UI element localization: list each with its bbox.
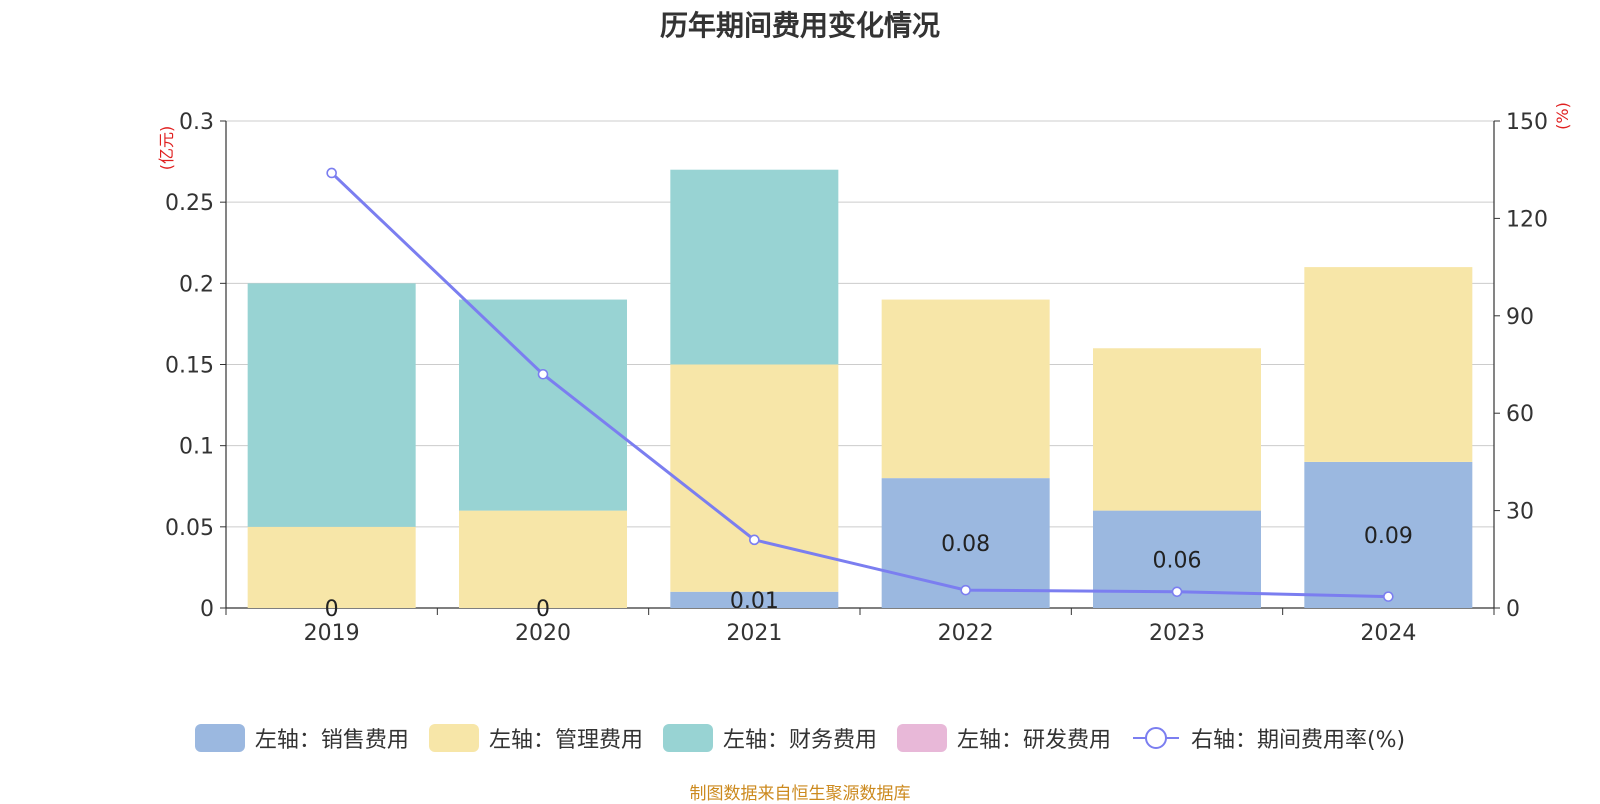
rate-point: [537, 368, 549, 380]
bar-data-label: 0: [536, 597, 550, 622]
rate-point: [326, 167, 337, 179]
bar-admin: [459, 510, 627, 608]
left-axis-tick-label: 0.2: [179, 272, 214, 297]
left-axis-tick-label: 0.3: [179, 110, 214, 135]
rate-point: [749, 534, 760, 546]
legend-label: 左轴：销售费用: [254, 728, 409, 753]
right-axis-tick-label: 90: [1506, 305, 1534, 330]
legend-item[interactable]: 左轴：财务费用: [662, 722, 877, 754]
legend-swatch: [896, 724, 947, 752]
legend-swatch: [662, 724, 713, 752]
bar-admin: [1093, 348, 1261, 511]
legend-item[interactable]: 左轴：研发费用: [896, 722, 1111, 754]
bar-finance: [459, 299, 627, 511]
legend-item[interactable]: 右轴：期间费用率(%): [1131, 722, 1405, 754]
bar-sales: [670, 591, 839, 608]
right-axis-tick-label: 0: [1506, 597, 1520, 622]
left-axis-tick-label: 0: [200, 597, 214, 622]
bar-data-label: 0.01: [730, 589, 779, 614]
x-axis-tick-label: 2021: [726, 621, 782, 646]
rate-point: [1171, 586, 1183, 598]
x-axis-tick-label: 2024: [1360, 621, 1416, 646]
legend: 左轴：销售费用 左轴：管理费用 左轴：财务费用 左轴：研发费用 右轴：期间费用率(%): [0, 722, 1600, 754]
right-axis-tick-label: 30: [1506, 500, 1534, 525]
bar-data-label: 0.06: [1153, 548, 1202, 573]
legend-line-marker: [1132, 727, 1179, 749]
bar-admin: [670, 364, 839, 592]
x-axis-tick-label: 2020: [515, 621, 571, 646]
legend-swatch: [428, 724, 479, 752]
bar-admin: [247, 526, 416, 608]
right-axis-unit: (%): [1553, 102, 1572, 130]
legend-label: 左轴：研发费用: [956, 728, 1111, 753]
left-axis-unit: (亿元): [157, 126, 176, 171]
bar-admin: [881, 299, 1050, 479]
bar-finance: [247, 283, 416, 527]
right-axis-tick-label: 60: [1506, 402, 1534, 427]
rate-line: [330, 171, 1389, 599]
chart-title: 历年期间费用变化情况: [659, 9, 940, 42]
left-axis-tick-label: 0.25: [165, 191, 214, 216]
legend-label: 左轴：财务费用: [722, 728, 877, 753]
bar-data-label: 0.08: [941, 532, 990, 557]
source-note: 制图数据来自恒生聚源数据库: [689, 784, 911, 804]
left-axis-tick-label: 0.05: [165, 516, 214, 541]
x-axis-tick-label: 2022: [938, 621, 994, 646]
right-axis-tick-label: 120: [1506, 207, 1548, 232]
x-axis-tick-label: 2023: [1149, 621, 1205, 646]
right-axis-tick-label: 150: [1506, 110, 1548, 135]
bar-finance: [670, 169, 839, 365]
bar-data-label: 0.09: [1364, 524, 1413, 549]
legend-label: 右轴：期间费用率(%): [1190, 728, 1406, 753]
legend-item[interactable]: 左轴：管理费用: [428, 722, 643, 754]
legend-swatch: [194, 724, 245, 752]
legend-item[interactable]: 左轴：销售费用: [194, 722, 409, 754]
left-axis-tick-label: 0.1: [179, 435, 214, 460]
legend-label: 左轴：管理费用: [488, 728, 643, 753]
left-axis-tick-label: 0.15: [165, 354, 214, 379]
x-axis-tick-label: 2019: [304, 621, 360, 646]
rate-point: [1383, 591, 1394, 602]
bar-sales: [1304, 461, 1473, 608]
bar-data-label: 0: [325, 597, 339, 622]
bar-admin: [1304, 267, 1473, 462]
rate-point: [960, 584, 971, 596]
